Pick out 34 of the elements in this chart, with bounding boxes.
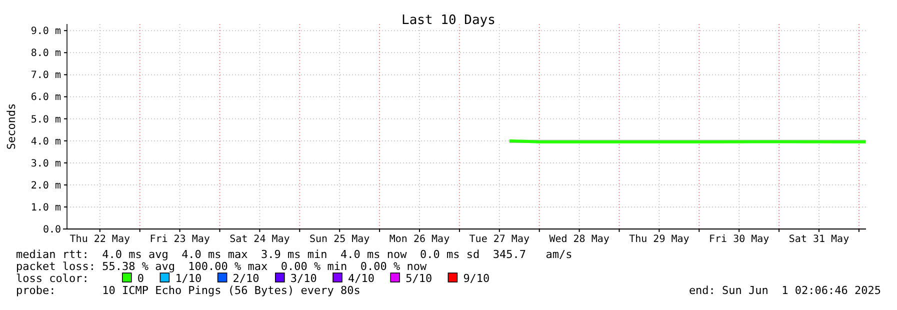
x-tick-label: Fri 30 May xyxy=(708,234,770,245)
y-tick-label: 8.0 m xyxy=(30,48,61,60)
legend-label: 4/10 xyxy=(348,272,374,285)
y-tick-label: 9.0 m xyxy=(30,26,61,38)
y-tick-label: 4.0 m xyxy=(30,136,61,148)
x-tick-label: Sat 31 May xyxy=(788,234,850,245)
text: packet loss: 55.38 % avg 100.00 % max 0.00 % min 0.00 % now xyxy=(16,260,427,273)
text: median rtt: 4.0 ms avg 4.0 ms max 3.9 ms min 4.0 ms now 0.0 ms sd 345.7 am/s xyxy=(16,248,572,261)
y-tick-label: 7.0 m xyxy=(30,70,61,82)
x-tick-label: Sun 25 May xyxy=(309,234,370,245)
x-tick-label: Thu 22 May xyxy=(70,234,130,245)
y-tick-label: 3.0 m xyxy=(30,158,61,170)
legend-label: 9/10 xyxy=(463,272,490,285)
x-tick-label: Fri 23 May xyxy=(150,234,210,245)
legend-label: 3/10 xyxy=(290,272,317,285)
chart-title: Last 10 Days xyxy=(402,13,496,28)
y-tick-label: 2.0 m xyxy=(30,180,61,192)
text: probe: 10 ICMP Echo Pings (56 Bytes) every 80s xyxy=(16,284,360,297)
y-tick-label: 0.0 xyxy=(42,224,61,236)
x-tick-label: Tue 27 May xyxy=(469,234,530,245)
legend-label: 5/10 xyxy=(406,272,432,285)
y-tick-label: 1.0 m xyxy=(30,202,61,214)
text: end: Sun Jun 1 02:06:46 2025 xyxy=(688,284,881,297)
y-axis-title: Seconds xyxy=(5,103,18,150)
x-tick-label: Wed 28 May xyxy=(549,234,610,245)
legend-title: loss color: xyxy=(16,272,89,285)
x-tick-label: Sat 24 May xyxy=(230,234,290,245)
legend-label: 2/10 xyxy=(232,272,260,285)
legend-label: 1/10 xyxy=(175,272,202,285)
y-tick-label: 5.0 m xyxy=(30,114,61,126)
y-tick-label: 6.0 m xyxy=(30,92,61,104)
legend-label: 0 xyxy=(137,272,144,285)
x-tick-label: Mon 26 May xyxy=(389,234,450,245)
x-tick-label: Thu 29 May xyxy=(629,234,690,245)
